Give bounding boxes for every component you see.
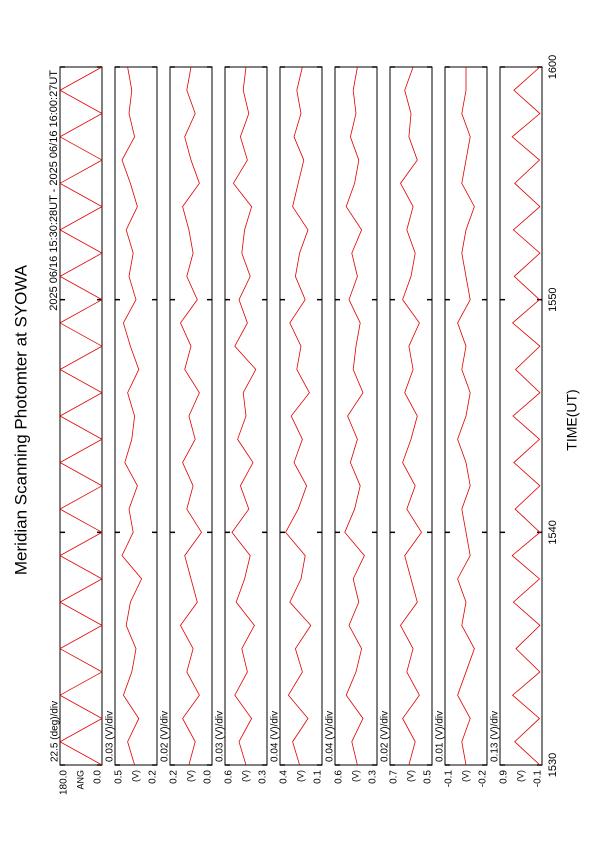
x-tick-label: 1530: [547, 753, 559, 777]
y-tick-label: 0.4: [279, 770, 290, 784]
y-tick-label: 0.6: [334, 770, 345, 784]
y-tick-label: 0.0: [93, 770, 104, 784]
y-tick-label: 0.6: [224, 770, 235, 784]
y-tick-label: 0.3: [368, 770, 379, 784]
panel-unit: (V): [295, 770, 305, 782]
y-tick-label: 0.2: [169, 770, 180, 784]
x-tick-label: 1600: [547, 55, 559, 79]
trace: [457, 67, 475, 766]
panel-scale: 0.04 (V)/div: [325, 711, 336, 762]
trace: [121, 66, 143, 766]
x-axis-label: TIME(UT): [564, 389, 580, 450]
x-tick-label: 1540: [547, 520, 559, 544]
y-tick-label: 0.7: [389, 770, 400, 784]
panel-scale: 0.13 (V)/div: [490, 711, 501, 762]
panel-frame: [114, 66, 158, 766]
trace: [59, 66, 103, 766]
panel-frame: [279, 66, 323, 766]
chart-title: Meridian Scanning Photomter at SYOWA: [11, 264, 30, 575]
panel-frame: [389, 66, 433, 766]
trace: [231, 66, 257, 766]
panel-scale: 0.01 (V)/div: [435, 711, 446, 762]
panel-scale: 0.02 (V)/div: [160, 711, 171, 762]
panel-unit: (V): [240, 770, 250, 782]
panel-unit: (V): [460, 770, 470, 782]
panel-unit: (V): [405, 770, 415, 782]
time-range: 2025 06/16 15:30:28UT - 2025 06/16 16:00…: [48, 70, 60, 311]
trace: [511, 66, 541, 766]
panel-scale: 0.03 (V)/div: [105, 711, 116, 762]
y-tick-label: 0.3: [258, 770, 269, 784]
trace: [400, 66, 422, 766]
y-tick-label: 0.0: [203, 770, 214, 784]
y-tick-label: 0.5: [114, 770, 125, 784]
panel-scale: 0.04 (V)/div: [270, 711, 281, 762]
trace: [180, 66, 202, 766]
panel-unit: (V): [130, 770, 140, 782]
panel-unit: (V): [515, 770, 525, 782]
panel-frame: [334, 66, 378, 766]
panel-frame: [499, 66, 543, 766]
panel-unit: ANG: [75, 770, 85, 790]
panel-unit: (V): [350, 770, 360, 782]
panel-scale: 0.03 (V)/div: [215, 711, 226, 762]
panel-scale: 22.5 (deg)/div: [50, 701, 61, 762]
y-tick-label: -0.1: [444, 770, 455, 788]
y-tick-label: 0.9: [499, 770, 510, 784]
y-tick-label: 180.0: [59, 770, 70, 795]
y-tick-label: 0.2: [148, 770, 159, 784]
panel-unit: (V): [185, 770, 195, 782]
y-tick-label: 0.5: [423, 770, 434, 784]
panel-frame: [169, 66, 213, 766]
y-tick-label: -0.2: [478, 770, 489, 788]
panel-frame: [59, 66, 103, 766]
y-tick-label: -0.1: [533, 770, 544, 788]
x-tick-label: 1550: [547, 287, 559, 311]
y-tick-label: 0.1: [313, 770, 324, 784]
panel-scale: 0.02 (V)/div: [380, 711, 391, 762]
trace: [344, 66, 365, 766]
trace: [285, 66, 312, 766]
